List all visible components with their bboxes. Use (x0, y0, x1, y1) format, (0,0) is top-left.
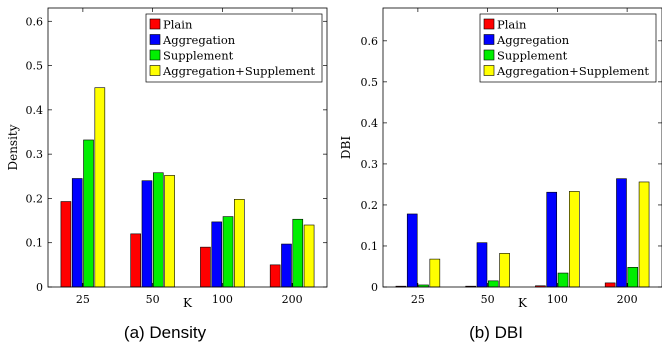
bar-aggregation-supplement-200 (303, 224, 315, 288)
bar-aggregation-50 (476, 242, 488, 288)
legend-label: Aggregation+Supplement (162, 64, 315, 78)
y-tick-label: 0.1 (26, 237, 44, 250)
dbi-chart: 00.10.20.30.40.50.625 50 100 200KDBIPlainAg… (339, 7, 662, 342)
y-tick-label: 0.4 (361, 117, 379, 130)
y-tick-label: 0.3 (26, 148, 44, 161)
bar-aggregation-100 (211, 221, 223, 288)
legend-label: Supplement (163, 49, 234, 63)
y-axis-label: DBI (339, 136, 353, 159)
x-tick-label: 100 (547, 293, 568, 306)
legend-box (145, 13, 323, 83)
bar-aggregation-supplement-50 (499, 253, 510, 288)
x-tick-label: 25 (411, 293, 425, 306)
legend-box (479, 13, 657, 83)
chart-caption: (b) DBI (469, 323, 523, 342)
bar-plain-100 (200, 246, 211, 288)
legend-swatch-supplement (483, 49, 495, 61)
plot-frame (47, 7, 328, 288)
legend-swatch-aggregation (483, 34, 495, 45)
y-tick-label: 0 (371, 281, 378, 294)
bar-plain-25 (60, 201, 72, 288)
y-tick-label: 0.2 (26, 192, 44, 205)
bar-aggregation-25 (406, 213, 418, 288)
bar-plain-200 (269, 264, 281, 288)
bar-supplement-25 (83, 139, 94, 288)
legend-label: Plain (497, 18, 527, 32)
y-tick-label: 0.1 (361, 240, 379, 253)
bar-supplement-100 (222, 216, 234, 288)
y-tick-label: 0.4 (26, 104, 44, 117)
legend-label: Plain (163, 18, 193, 32)
legend-swatch-supplement (149, 49, 161, 61)
bar-supplement-200 (292, 218, 304, 288)
bar-aggregation-100 (546, 191, 558, 288)
bar-aggregation-supplement-100 (569, 191, 580, 288)
density-chart: 0 0.1 0.2 0.3 0.4 0.5 0.6 25 50 100 200 K Density Pla… (6, 7, 328, 342)
y-tick-label: 0.5 (361, 76, 379, 89)
bar-supplement-50 (487, 280, 499, 288)
y-tick-label: 0.6 (26, 15, 44, 28)
y-tick-label: 0.2 (361, 199, 379, 212)
legend-swatch-aggregation-supplement (149, 65, 161, 76)
plot-frame (382, 7, 662, 288)
y-tick-label: 0 (36, 281, 43, 294)
bar-aggregation-25 (71, 178, 83, 288)
bar-plain-200 (604, 282, 616, 288)
y-tick-label: 0.3 (361, 158, 379, 171)
x-axis-label: K (518, 296, 528, 310)
bar-aggregation-supplement-50 (164, 175, 175, 288)
bar-aggregation-200 (281, 243, 292, 288)
x-tick-label: 100 (212, 293, 233, 306)
legend-label: Aggregation (496, 33, 570, 47)
legend-label: Aggregation (162, 33, 236, 47)
legend-swatch-aggregation (149, 34, 161, 45)
x-axis-label: K (183, 296, 193, 310)
y-axis-label: Density (6, 124, 20, 170)
chart-caption: (a) Density (124, 323, 207, 342)
legend-swatch-plain (483, 18, 495, 30)
x-tick-label: 50 (481, 293, 495, 306)
bar-supplement-200 (627, 267, 639, 288)
legend-label: Aggregation+Supplement (496, 64, 649, 78)
bar-plain-50 (130, 233, 141, 288)
x-tick-label: 50 (146, 293, 160, 306)
legend-swatch-aggregation-supplement (483, 65, 495, 76)
bar-aggregation-supplement-25 (94, 87, 106, 288)
bar-supplement-100 (557, 272, 569, 288)
bar-aggregation-50 (141, 180, 153, 288)
x-tick-label: 200 (617, 293, 638, 306)
x-tick-label: 25 (76, 293, 90, 306)
legend-label: Supplement (497, 49, 568, 63)
bar-aggregation-supplement-25 (429, 258, 441, 288)
bar-supplement-50 (152, 172, 164, 288)
bar-aggregation-supplement-200 (638, 181, 650, 288)
bar-aggregation-200 (616, 178, 627, 288)
x-tick-label: 200 (282, 293, 303, 306)
legend-swatch-plain (149, 18, 161, 30)
y-tick-label: 0.5 (26, 60, 44, 73)
bar-aggregation-supplement-100 (234, 199, 245, 288)
y-tick-label: 0.6 (361, 35, 379, 48)
